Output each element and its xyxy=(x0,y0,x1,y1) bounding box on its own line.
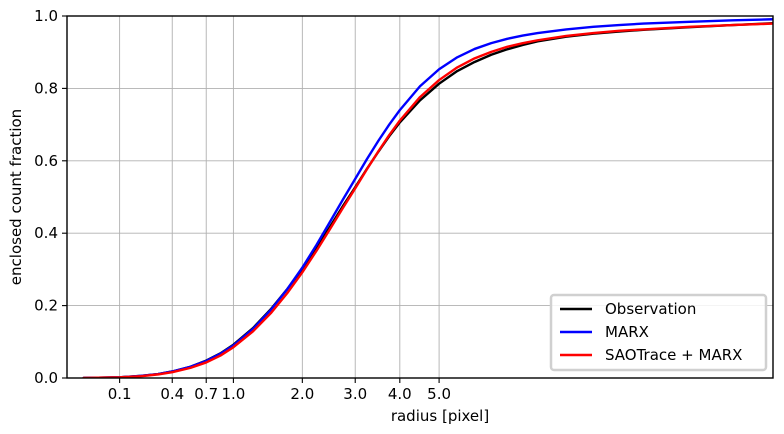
legend-box xyxy=(549,293,768,372)
x-tick-label: 0.7 xyxy=(194,385,218,403)
x-tick-label: 2.0 xyxy=(290,385,314,403)
y-axis-label: enclosed count fraction xyxy=(7,109,25,285)
y-tick-label: 0.6 xyxy=(34,152,58,170)
plot-frame xyxy=(66,15,774,379)
x-tick-label: 0.1 xyxy=(108,385,132,403)
series-line-marx xyxy=(82,18,773,378)
legend-label-saotrace-marx: SAOTrace + MARX xyxy=(605,346,742,364)
axis-ticks: 0.1 0.4 0.7 1.0 2.0 3.0 4.0 5.00.00.20.40.60.81… xyxy=(34,7,451,403)
x-tick-label: 5.0 xyxy=(427,385,451,403)
x-axis-label: radius [pixel] xyxy=(391,407,489,425)
x-tick-label: 0.4 xyxy=(160,385,184,403)
x-tick-label: 4.0 xyxy=(388,385,412,403)
legend-label-observation: Observation xyxy=(605,300,696,318)
y-tick-label: 0.2 xyxy=(34,297,58,315)
legend: Observation MARX SAOTrace + MARX xyxy=(549,293,768,372)
series-line-saotrace-marx xyxy=(82,22,773,378)
legend-label-marx: MARX xyxy=(605,323,649,341)
x-tick-label: 1.0 xyxy=(221,385,245,403)
y-tick-label: 1.0 xyxy=(34,7,58,25)
y-tick-label: 0.0 xyxy=(34,369,58,387)
series-lines xyxy=(82,18,773,378)
x-tick-label: 3.0 xyxy=(343,385,367,403)
y-tick-label: 0.4 xyxy=(34,224,58,242)
y-tick-label: 0.8 xyxy=(34,79,58,97)
